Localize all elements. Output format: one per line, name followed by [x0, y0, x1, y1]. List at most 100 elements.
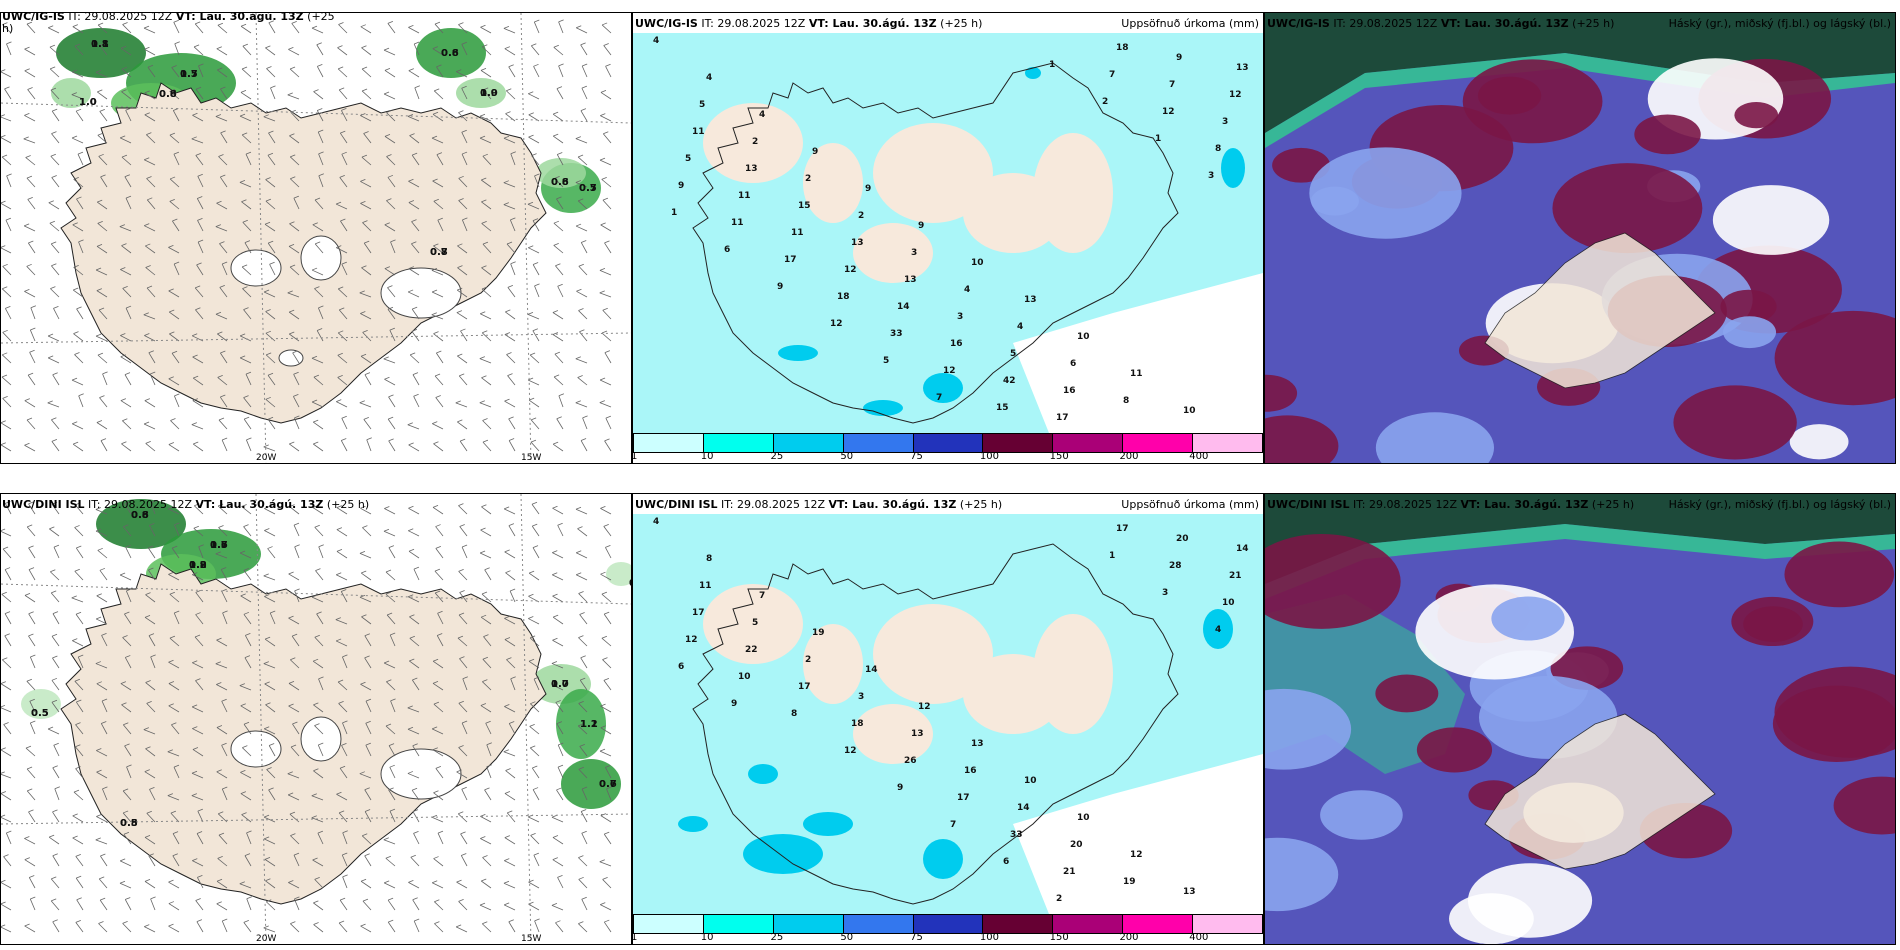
wind-barb	[52, 853, 60, 867]
wind-barb	[503, 26, 516, 34]
wind-barb	[51, 175, 60, 188]
wind-barb	[191, 704, 204, 713]
wind-barb	[530, 439, 540, 452]
wind-barb	[580, 240, 588, 254]
wind-barb	[2, 657, 12, 669]
wind-barb	[436, 633, 444, 647]
bottom-cloud-canvas	[1265, 494, 1895, 944]
precip-value-label: 14	[1236, 544, 1249, 554]
wind-barb	[504, 616, 516, 625]
wind-barb	[558, 393, 565, 408]
wind-barb	[73, 176, 84, 188]
wind-barb	[218, 154, 228, 166]
wind-barb	[288, 571, 300, 581]
precip-patch	[1221, 148, 1245, 188]
top-cloud-field-title: Háský (gr.), miðský (fj.bl.) og lágský (…	[1668, 17, 1891, 30]
wind-barb	[95, 616, 108, 625]
wind-barb	[604, 240, 612, 254]
wind-barb	[311, 793, 324, 801]
wind-barb	[146, 285, 156, 298]
wind-barb	[506, 352, 516, 364]
wind-barb	[294, 544, 300, 559]
wind-barb	[408, 594, 420, 603]
wind-barb	[289, 331, 300, 342]
precip-value-label: 5	[883, 356, 889, 366]
wind-barb	[434, 21, 444, 34]
precip-patch	[96, 499, 186, 549]
wind-barb	[456, 769, 468, 779]
wind-barb	[360, 353, 372, 364]
wind-barb	[1, 286, 12, 298]
wind-barb	[120, 681, 132, 691]
wind-barb	[506, 810, 516, 823]
precip-value-label: 16	[964, 766, 977, 776]
wind-barb	[552, 550, 564, 559]
bottom-wind-header: UWC/DINI ISL IT: 29.08.2025 12Z VT: Lau.…	[2, 498, 370, 511]
wind-barb	[71, 377, 84, 386]
wind-barb	[264, 594, 276, 603]
precip-value-label: 0.9	[480, 88, 498, 99]
wind-barb	[479, 400, 492, 408]
wind-barb	[221, 742, 228, 757]
wind-barb	[603, 611, 612, 625]
precip-value-label: 20	[1070, 840, 1083, 850]
wind-barb	[407, 705, 420, 713]
wind-barb	[408, 178, 420, 188]
wind-barb	[241, 66, 252, 78]
wind-barb	[599, 859, 612, 867]
wind-barb	[318, 305, 324, 320]
wind-barb	[215, 551, 228, 559]
wind-barb	[486, 742, 492, 757]
cloud-area	[1634, 114, 1701, 155]
wind-barb	[408, 442, 420, 452]
wind-barb	[341, 415, 348, 430]
precip-value-label: 17	[1056, 413, 1069, 423]
wind-barb	[385, 569, 396, 581]
wind-barb	[196, 262, 204, 276]
wind-barb	[432, 421, 444, 430]
wind-barb	[504, 637, 516, 647]
precip-value-label: 2	[1102, 97, 1108, 107]
precip-value-label: 3	[1222, 117, 1228, 127]
wind-barb	[95, 661, 108, 669]
wind-barb	[554, 351, 564, 364]
wind-barb	[575, 223, 588, 232]
wind-barb	[337, 66, 348, 78]
wind-barb	[606, 786, 612, 801]
wind-barb	[462, 676, 468, 691]
wind-barb	[389, 808, 396, 823]
cloud-area	[1552, 163, 1703, 254]
precip-value-label: 0.8	[131, 510, 149, 521]
wind-barb	[480, 703, 492, 713]
wind-barb	[146, 132, 156, 144]
wind-barb	[52, 919, 60, 933]
precip-value-label: 6	[1003, 857, 1009, 867]
wind-barb	[412, 743, 420, 757]
wind-barb	[192, 375, 204, 386]
cloud-area	[1784, 541, 1895, 608]
top-wind-header: UWC/IG-IS IT: 29.08.2025 12Z VT: Lau. 30…	[2, 12, 335, 23]
precip-value-label: 9	[1176, 53, 1182, 63]
wind-barb	[362, 525, 372, 537]
wind-barb	[146, 810, 156, 823]
wind-barb	[457, 811, 468, 823]
wind-barb	[52, 765, 60, 779]
wind-barb	[169, 198, 180, 210]
wind-barb	[409, 133, 420, 144]
wind-barb	[432, 178, 444, 188]
wind-barb	[408, 548, 420, 559]
wind-barb	[270, 85, 276, 100]
wind-barb	[504, 835, 516, 845]
wind-barb	[339, 765, 348, 779]
precip-value-label: 12	[685, 635, 698, 645]
wind-barb	[28, 501, 36, 515]
wind-barb	[289, 133, 300, 144]
wind-barb	[290, 833, 300, 845]
wind-barb	[387, 897, 396, 911]
wind-barb	[170, 418, 180, 430]
precip-value-label: 28	[1169, 561, 1182, 571]
wind-barb	[125, 195, 132, 210]
wind-barb	[174, 522, 180, 537]
wind-barb	[599, 377, 612, 386]
wind-barb	[409, 658, 420, 669]
